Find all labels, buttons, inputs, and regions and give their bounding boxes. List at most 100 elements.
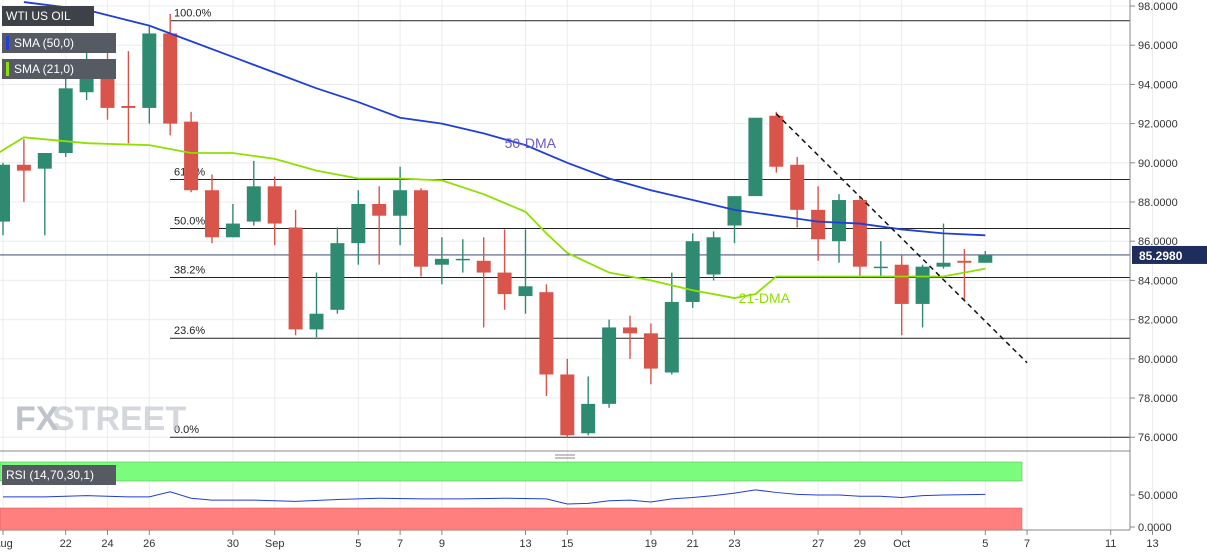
candle-body [309,313,324,330]
sma21-label: 21-DMA [739,290,791,306]
candle-body [790,164,805,210]
candle-body [0,164,10,222]
candle-body [664,301,679,373]
candle-body [706,237,721,275]
rsi-overbought-zone [0,461,1023,482]
legend-symbol-label: WTI US OIL [6,9,71,23]
candle-body [414,190,428,267]
rsi-tick-label: 50.0000 [1138,490,1178,502]
x-tick-label: 22 [60,538,72,550]
current-price-badge [1132,245,1207,264]
x-tick-label: 26 [143,538,155,550]
candle-body [497,272,512,295]
candle-body [267,186,282,224]
legend-sma21[interactable]: SMA (21,0) [2,59,116,79]
logo-street: STREET [52,400,186,438]
candle-body [16,164,31,171]
candle-body [434,258,449,265]
fibonacci-levels: 100.0%61.8%50.0%38.2%23.6%0.0% [0,8,1130,438]
x-tick-label: Aug [0,538,13,550]
sma21-line [0,136,986,299]
legend-rsi-label: RSI (14,70,30,1) [6,468,95,482]
candle-body [581,403,596,434]
x-tick-label: 29 [854,538,866,550]
candle-body [643,333,658,369]
candle-body [957,260,972,263]
fib-level-label: 0.0% [174,424,199,436]
sma50-label: 50-DMA [505,135,557,151]
candle-body [142,33,157,108]
candle-body [602,327,617,404]
trendline-group [775,113,1028,364]
x-tick-label: 11 [1105,538,1116,550]
x-tick-label: 15 [561,538,573,550]
candle-body [288,227,303,330]
legend-sma50[interactable]: SMA (50,0) [2,33,116,53]
price-tick-label: 78.0000 [1138,393,1178,405]
fib-level-label: 50.0% [174,215,205,227]
price-tick-label: 76.0000 [1138,432,1178,444]
x-tick-label: Sep [265,538,285,550]
rsi-oversold-zone [0,507,1023,531]
candle-body [163,33,178,124]
candle-body [873,266,888,269]
candle-body [894,264,909,304]
candle-body [58,88,73,153]
legend-sma50-label: SMA (50,0) [14,36,75,50]
candle-body [727,196,742,226]
candle-body [560,374,575,436]
price-tick-label: 88.0000 [1138,197,1178,209]
sma50-swatch [6,36,9,50]
candle-body [623,327,637,334]
candle-body [518,286,533,297]
candle-body [393,190,408,216]
price-tick-label: 84.0000 [1138,275,1178,287]
logo-fx: FX [15,400,59,438]
candle-body [372,203,387,216]
candle-body [455,258,470,261]
candle-body [811,209,826,240]
candle-body [769,115,784,167]
x-tick-label: 27 [812,538,824,550]
x-tick-label: 7 [1024,538,1030,550]
candle-body [832,200,846,242]
candle-body [936,262,951,267]
price-tick-label: 92.0000 [1138,119,1178,131]
sma21-swatch [6,62,9,76]
legend-rsi[interactable]: RSI (14,70,30,1) [2,465,116,485]
fib-level-label: 23.6% [174,325,205,337]
candle-body [852,200,867,267]
candle-body [915,266,930,304]
x-tick-label: 30 [227,538,239,550]
price-tick-label: 98.0000 [1138,1,1178,13]
sma50-line [23,1,986,237]
candle-body [748,117,763,197]
moving-averages: 50-DMA 21-DMA [0,1,986,306]
price-tick-label: 96.0000 [1138,40,1178,52]
candle-body [121,105,136,108]
candle-body [37,153,52,169]
candle-body [205,190,219,238]
x-tick-label: 19 [645,538,657,550]
current-price-value: 85.2980 [1139,249,1183,263]
price-tick-label: 86.0000 [1138,236,1178,248]
price-tick-label: 94.0000 [1138,79,1178,91]
fxstreet-logo: FX STREET [15,400,186,438]
x-tick-label: 23 [728,538,740,550]
x-tick-label: 5 [982,538,988,550]
candle-body [476,260,491,273]
candle-body [225,223,240,238]
x-tick-label: 5 [355,538,361,550]
rsi-tick-label: 0.0000 [1138,522,1172,534]
legend-symbol[interactable]: WTI US OIL [2,6,94,26]
trendline [775,113,1028,364]
rsi-line [3,489,986,505]
candle-body [330,243,345,310]
x-tick-label: 13 [519,538,531,550]
legend-sma21-label: SMA (21,0) [14,62,75,76]
fib-level-label: 38.2% [174,264,205,276]
price-tick-label: 90.0000 [1138,158,1178,170]
